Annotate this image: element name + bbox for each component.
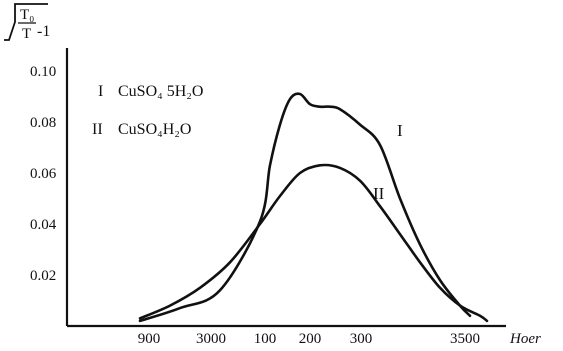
x-tick-label: 3000 (196, 331, 226, 347)
ylabel-numerator: T₀ (20, 7, 34, 23)
y-tick-label: 0.08 (30, 115, 56, 131)
series-line-II (138, 163, 489, 323)
curves (138, 92, 489, 323)
series-label-II: II (373, 184, 385, 203)
legend-mark-2: II (92, 121, 103, 138)
x-tick-label: 3500 (450, 331, 480, 347)
axes (65, 48, 506, 328)
series-line-I (138, 92, 472, 323)
y-tick-label: 0.10 (30, 64, 56, 80)
curve-labels: III (373, 121, 403, 203)
legend: I CuSO₄ 5H₂O II CuSO₄H₂O (92, 83, 203, 138)
x-tick-label: 100 (254, 331, 277, 347)
x-tick-label: 900 (138, 331, 161, 347)
sqrt-sign-icon (4, 3, 48, 41)
y-tick-label: 0.02 (30, 268, 56, 284)
ylabel-suffix: -1 (37, 23, 50, 40)
y-tick-labels: 0.10 0.08 0.06 0.04 0.02 (30, 64, 57, 284)
x-tick-labels: 900 3000 100 200 300 3500 (138, 331, 480, 347)
y-tick-label: 0.06 (30, 166, 57, 182)
series-label-I: I (397, 121, 403, 140)
x-tick-label: 200 (299, 331, 322, 347)
x-axis-label: Hoer (509, 331, 541, 347)
legend-mark-1: I (98, 83, 103, 100)
x-tick-label: 300 (350, 331, 373, 347)
y-tick-label: 0.04 (30, 217, 57, 233)
ylabel-denominator: T (22, 26, 31, 42)
y-axis-label: T₀ T -1 (4, 3, 50, 42)
legend-text-2: CuSO₄H₂O (118, 121, 191, 138)
legend-text-1: CuSO₄ 5H₂O (118, 83, 203, 100)
